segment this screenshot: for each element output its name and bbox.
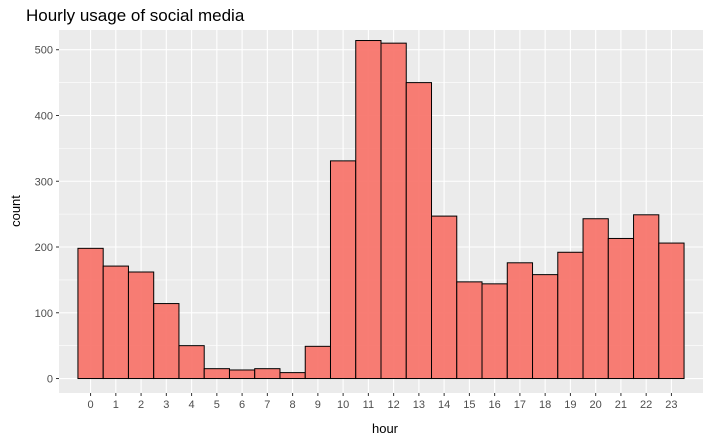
x-tick-label: 7 (264, 399, 270, 411)
bar-hour-18 (532, 274, 559, 380)
x-tick-label: 4 (189, 399, 195, 411)
bar-hour-12 (380, 42, 407, 380)
x-tick-label: 19 (564, 399, 576, 411)
x-tick-label: 10 (337, 399, 349, 411)
bar-hour-16 (481, 283, 508, 380)
bar-hour-13 (405, 82, 433, 380)
y-tick-label: 0 (47, 374, 53, 386)
bar-hour-14 (431, 215, 458, 380)
bar-hour-0 (77, 247, 104, 380)
x-tick-label: 1 (113, 399, 119, 411)
y-tick-label: 500 (35, 45, 53, 57)
x-tick-label: 5 (214, 399, 220, 411)
x-tick-label: 18 (539, 399, 551, 411)
bar-hour-8 (279, 372, 306, 380)
bar-hour-6 (228, 369, 256, 380)
bar-hour-11 (355, 40, 382, 380)
x-tick-label: 11 (363, 399, 374, 411)
x-axis: 0 1 2 3 4 5 6 7 8 9 10 11 12 13 14 15 16 17 18 19 20 21 22 23 (88, 393, 678, 411)
bar-hour-1 (102, 265, 129, 380)
x-tick-label: 0 (88, 399, 94, 411)
x-tick-label: 8 (290, 399, 296, 411)
y-tick-label: 300 (35, 176, 53, 188)
x-tick-label: 3 (163, 399, 169, 411)
x-tick-label: 23 (665, 399, 677, 411)
bar-hour-17 (506, 262, 534, 380)
x-tick-label: 6 (239, 399, 245, 411)
x-tick-label: 13 (413, 399, 425, 411)
x-tick-label: 16 (489, 399, 501, 411)
bar-hour-10 (329, 160, 357, 380)
x-axis-title: hour (372, 421, 399, 436)
chart-title: Hourly usage of social media (26, 6, 245, 25)
bar-hour-5 (203, 368, 230, 380)
x-tick-label: 2 (138, 399, 144, 411)
x-tick-label: 20 (590, 399, 602, 411)
y-tick-label: 100 (35, 308, 53, 320)
y-tick-label: 400 (35, 110, 53, 122)
x-tick-label: 14 (438, 399, 450, 411)
bars (77, 40, 685, 380)
bar-hour-22 (633, 214, 660, 380)
y-axis: 0 100 200 300 400 500 (35, 45, 59, 386)
bar-hour-4 (178, 345, 205, 380)
y-tick-label: 200 (35, 242, 53, 254)
bar-hour-21 (607, 237, 635, 380)
bar-hour-7 (254, 368, 281, 380)
bar-hour-3 (153, 303, 180, 380)
bar-hour-9 (304, 345, 331, 380)
bar-hour-15 (456, 281, 483, 380)
bar-hour-20 (582, 218, 609, 380)
x-tick-label: 22 (640, 399, 652, 411)
x-tick-label: 17 (514, 399, 526, 411)
x-tick-label: 12 (388, 399, 400, 411)
bar-hour-19 (557, 251, 584, 380)
x-tick-label: 21 (615, 399, 627, 411)
x-tick-label: 9 (315, 399, 321, 411)
bar-hour-23 (658, 242, 685, 380)
x-tick-label: 15 (463, 399, 475, 411)
bar-hour-2 (127, 271, 155, 380)
y-axis-title: count (8, 195, 23, 227)
